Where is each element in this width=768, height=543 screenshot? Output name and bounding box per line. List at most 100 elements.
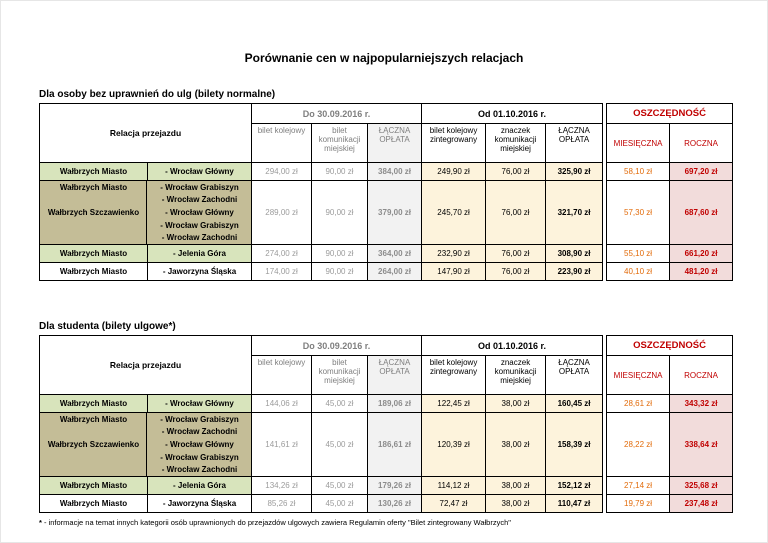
col-header-city-after: znaczek komunikacji miejskiej xyxy=(485,355,547,396)
price-cell: 325,90 zł xyxy=(545,162,604,181)
table-subheader-row: bilet kolejowy bilet komunikacji miejski… xyxy=(40,123,734,163)
price-cell: 264,00 zł xyxy=(366,262,423,282)
col-header-city-before: bilet komunikacji miejskiej xyxy=(311,355,368,396)
footnote: * - informacje na temat innych kategorii… xyxy=(39,518,767,527)
table-gap xyxy=(602,180,607,245)
price-cell: 120,39 zł xyxy=(421,412,487,478)
price-cell: 186,61 zł xyxy=(366,412,423,478)
price-cell: 160,45 zł xyxy=(545,394,604,414)
route-to-cell: - Wrocław Grabiszyn - Wrocław Zachodni xyxy=(160,183,239,205)
col-header-yearly: ROCZNA xyxy=(669,123,734,163)
col-header-monthly: MIESIĘCZNA xyxy=(606,123,671,163)
route-to-cell: - Jelenia Góra xyxy=(147,476,252,496)
price-cell: 134,26 zł xyxy=(251,476,312,496)
savings-monthly-cell: 40,10 zł xyxy=(606,262,671,282)
price-cell: 122,45 zł xyxy=(421,394,487,414)
price-cell: 152,12 zł xyxy=(545,476,604,496)
savings-yearly-cell: 661,20 zł xyxy=(669,244,734,264)
price-cell: 45,00 zł xyxy=(311,476,368,496)
col-header-monthly: MIESIĘCZNA xyxy=(606,355,671,396)
price-cell: 289,00 zł xyxy=(251,179,312,246)
table-gap xyxy=(602,244,607,263)
route-from-cell: Wałbrzych Miasto xyxy=(40,181,147,207)
route-to-cell: - Wrocław Główny - Wrocław Grabiszyn - W… xyxy=(160,440,239,474)
savings-monthly-cell: 57,30 zł xyxy=(606,179,671,246)
route-group: Wałbrzych Miasto - Wrocław Grabiszyn - W… xyxy=(40,181,251,207)
price-cell: 379,00 zł xyxy=(366,179,423,246)
savings-yearly-cell: 481,20 zł xyxy=(669,262,734,282)
price-cell: 38,00 zł xyxy=(485,476,547,496)
table-row: Wałbrzych Miasto - Wrocław Główny 144,06… xyxy=(39,394,734,414)
savings-yearly-cell: 343,32 zł xyxy=(669,394,734,414)
savings-yearly-cell: 325,68 zł xyxy=(669,476,734,496)
savings-monthly-cell: 58,10 zł xyxy=(606,162,671,181)
price-cell: 90,00 zł xyxy=(311,179,368,246)
table-gap xyxy=(602,262,607,281)
price-cell: 141,61 zł xyxy=(251,412,312,478)
price-cell: 38,00 zł xyxy=(485,394,547,414)
price-cell: 245,70 zł xyxy=(421,179,487,246)
page-title: Porównanie cen w najpopularniejszych rel… xyxy=(244,51,524,65)
table-row: Wałbrzych Miasto - Wrocław Główny 294,00… xyxy=(39,162,734,181)
price-cell: 72,47 zł xyxy=(421,494,487,514)
route-to-cell: - Wrocław Główny - Wrocław Grabiszyn - W… xyxy=(160,208,239,242)
header-relation: Relacja przejazdu xyxy=(39,335,252,396)
route-to-cell: - Wrocław Główny xyxy=(147,394,252,414)
col-header-yearly: ROCZNA xyxy=(669,355,734,396)
price-table-student: Relacja przejazdu Do 30.09.2016 r. Od 01… xyxy=(39,335,734,514)
header-relation: Relacja przejazdu xyxy=(39,103,252,163)
route-to-cell: - Wrocław Grabiszyn - Wrocław Zachodni xyxy=(160,415,239,437)
price-cell: 158,39 zł xyxy=(545,412,604,478)
col-header-rail-after: bilet kolejowy zintegrowany xyxy=(421,123,487,163)
route-from-cell: Wałbrzych Szczawienko xyxy=(40,438,147,477)
route-from-cell: Wałbrzych Szczawienko xyxy=(40,206,147,245)
price-cell: 179,26 zł xyxy=(366,476,423,496)
route-to-cell: - Wrocław Główny xyxy=(147,162,252,181)
route-group: Wałbrzych Miasto - Wrocław Grabiszyn - W… xyxy=(40,413,251,439)
section-label-student: Dla studenta (bilety ulgowe*) xyxy=(39,321,176,333)
price-cell: 76,00 zł xyxy=(485,244,547,264)
header-period-after: Od 01.10.2016 r. xyxy=(421,335,604,357)
table-row: Wałbrzych Miasto - Wrocław Grabiszyn - W… xyxy=(39,412,734,478)
route-to-cell: - Jelenia Góra xyxy=(147,244,252,264)
price-cell: 223,90 zł xyxy=(545,262,604,282)
price-cell: 249,90 zł xyxy=(421,162,487,181)
savings-monthly-cell: 28,22 zł xyxy=(606,412,671,478)
header-period-before: Do 30.09.2016 r. xyxy=(250,103,423,124)
route-from-cell: Wałbrzych Miasto xyxy=(39,394,148,414)
savings-monthly-cell: 55,10 zł xyxy=(606,244,671,264)
price-cell: 294,00 zł xyxy=(251,162,312,181)
table-gap xyxy=(602,476,607,495)
price-cell: 45,00 zł xyxy=(311,412,368,478)
price-cell: 114,12 zł xyxy=(421,476,487,496)
col-header-total-before: ŁĄCZNA OPŁATA xyxy=(366,355,423,396)
price-cell: 110,47 zł xyxy=(545,494,604,514)
price-cell: 38,00 zł xyxy=(485,412,547,478)
col-header-total-after: ŁĄCZNA OPŁATA xyxy=(545,355,604,396)
col-header-rail-before: bilet kolejowy xyxy=(251,355,312,396)
table-gap xyxy=(602,335,607,395)
price-cell: 130,26 zł xyxy=(366,494,423,514)
savings-yearly-cell: 697,20 zł xyxy=(669,162,734,181)
table-row: Wałbrzych Miasto - Jaworzyna Śląska 85,2… xyxy=(39,494,734,514)
price-cell: 90,00 zł xyxy=(311,262,368,282)
table-gap xyxy=(602,103,607,163)
table-header-row: Relacja przejazdu Do 30.09.2016 r. Od 01… xyxy=(39,103,734,163)
price-cell: 147,90 zł xyxy=(421,262,487,282)
savings-yearly-cell: 687,60 zł xyxy=(669,179,734,246)
header-period-before: Do 30.09.2016 r. xyxy=(250,335,423,357)
header-period-after: Od 01.10.2016 r. xyxy=(421,103,604,124)
price-cell: 364,00 zł xyxy=(366,244,423,264)
route-to-cell: - Jaworzyna Śląska xyxy=(147,494,252,514)
col-header-total-before: ŁĄCZNA OPŁATA xyxy=(366,123,423,163)
savings-yearly-cell: 338,64 zł xyxy=(669,412,734,478)
route-group: Wałbrzych Szczawienko - Wrocław Główny -… xyxy=(40,206,251,245)
section-label-normal: Dla osoby bez uprawnień do ulg (bilety n… xyxy=(39,89,276,100)
table-gap xyxy=(602,494,607,513)
price-cell: 144,06 zł xyxy=(251,394,312,414)
savings-yearly-cell: 237,48 zł xyxy=(669,494,734,514)
route-from-cell: Wałbrzych Miasto xyxy=(39,494,148,514)
col-header-city-before: bilet komunikacji miejskiej xyxy=(311,123,368,163)
price-cell: 45,00 zł xyxy=(311,494,368,514)
price-cell: 274,00 zł xyxy=(251,244,312,264)
